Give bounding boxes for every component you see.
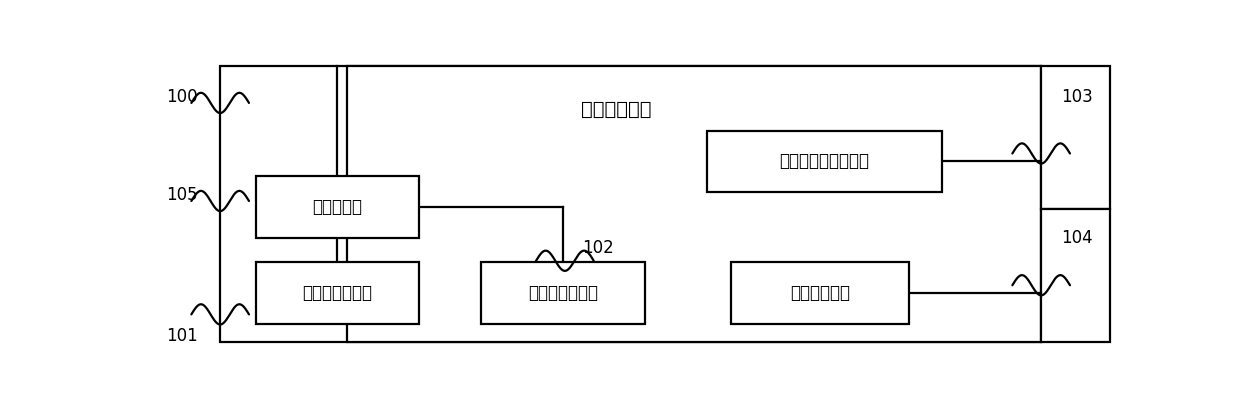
Text: 驱动电机控制器: 驱动电机控制器 [302, 284, 372, 302]
Text: 电动暖风系统控制器: 电动暖风系统控制器 [779, 152, 870, 170]
Bar [481, 262, 644, 324]
Bar [255, 262, 419, 324]
Text: 整成控制器: 整成控制器 [312, 198, 362, 216]
Bar [1041, 209, 1110, 342]
Text: 直流电源电路: 直流电源电路 [789, 284, 850, 302]
Text: 102: 102 [582, 240, 615, 258]
Text: 电力电子装置: 电力电子装置 [581, 100, 650, 119]
Bar [707, 131, 942, 192]
Text: 101: 101 [166, 327, 198, 345]
Text: 103: 103 [1061, 88, 1093, 106]
Bar [1041, 66, 1110, 209]
Text: 104: 104 [1061, 229, 1093, 247]
Text: 105: 105 [166, 186, 197, 204]
Bar [255, 176, 419, 238]
Text: 100: 100 [166, 88, 197, 106]
Text: 车载充电机电路: 车载充电机电路 [528, 284, 598, 302]
Bar [731, 262, 908, 324]
Bar [221, 66, 1041, 342]
Bar [347, 66, 1041, 342]
